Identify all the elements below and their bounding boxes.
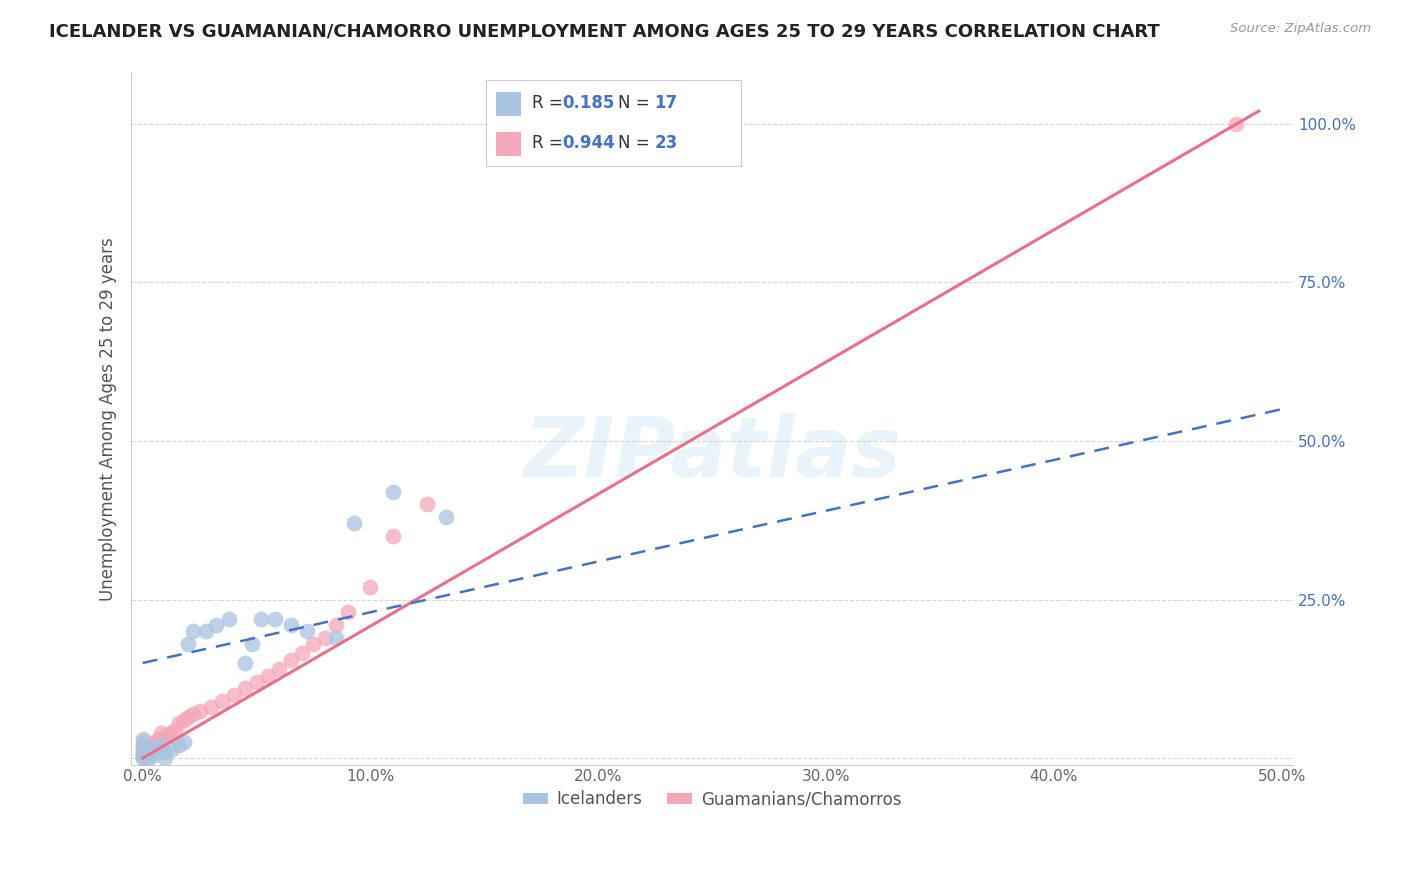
Point xyxy=(148,732,170,747)
Point xyxy=(222,688,245,702)
Point xyxy=(167,716,190,731)
Point xyxy=(138,745,160,759)
Point xyxy=(291,647,314,661)
Point xyxy=(131,751,153,765)
Point xyxy=(162,741,184,756)
Point xyxy=(416,497,439,511)
Point xyxy=(155,751,177,765)
Point xyxy=(195,624,218,639)
Point xyxy=(343,516,366,531)
Point xyxy=(302,637,325,651)
Point xyxy=(211,694,233,708)
Point xyxy=(325,631,347,645)
Point xyxy=(177,710,200,724)
Point xyxy=(177,637,200,651)
Y-axis label: Unemployment Among Ages 25 to 29 years: Unemployment Among Ages 25 to 29 years xyxy=(100,237,117,600)
Point xyxy=(131,747,153,762)
Point xyxy=(280,653,302,667)
Point xyxy=(138,751,160,765)
Point xyxy=(280,618,302,632)
Point xyxy=(143,741,166,756)
Point xyxy=(269,662,291,676)
Legend: Icelanders, Guamanians/Chamorros: Icelanders, Guamanians/Chamorros xyxy=(516,784,908,815)
Point xyxy=(163,723,186,737)
Point xyxy=(314,631,336,645)
Point xyxy=(131,735,153,749)
Point xyxy=(131,745,153,759)
Point xyxy=(359,580,381,594)
Point xyxy=(257,669,280,683)
Point xyxy=(149,739,172,753)
Point xyxy=(200,700,222,714)
Point xyxy=(382,484,405,499)
Point xyxy=(188,704,211,718)
Point xyxy=(263,611,285,625)
Point xyxy=(155,745,177,759)
Point xyxy=(131,741,153,756)
Point xyxy=(131,732,153,747)
Point xyxy=(233,681,256,696)
Point xyxy=(173,735,195,749)
Point xyxy=(181,706,204,721)
Point xyxy=(143,747,166,762)
Text: ZIPatlas: ZIPatlas xyxy=(523,413,901,494)
Point xyxy=(173,713,195,727)
Point xyxy=(159,726,181,740)
Text: ICELANDER VS GUAMANIAN/CHAMORRO UNEMPLOYMENT AMONG AGES 25 TO 29 YEARS CORRELATI: ICELANDER VS GUAMANIAN/CHAMORRO UNEMPLOY… xyxy=(49,22,1160,40)
Point xyxy=(131,739,153,753)
Point xyxy=(131,751,153,765)
Point xyxy=(233,656,256,670)
Point xyxy=(240,637,263,651)
Point xyxy=(131,745,153,759)
Point xyxy=(245,675,267,690)
Point xyxy=(218,611,240,625)
Point xyxy=(149,726,172,740)
Point xyxy=(143,735,166,749)
Point xyxy=(382,529,405,543)
Point xyxy=(204,618,226,632)
Point xyxy=(155,729,177,743)
Text: Source: ZipAtlas.com: Source: ZipAtlas.com xyxy=(1230,22,1371,36)
Point xyxy=(434,510,457,524)
Point xyxy=(181,624,204,639)
Point xyxy=(1225,117,1247,131)
Point xyxy=(136,747,159,762)
Point xyxy=(295,624,318,639)
Point xyxy=(143,739,166,753)
Point xyxy=(167,739,190,753)
Point xyxy=(138,745,160,759)
Point xyxy=(336,605,359,619)
Point xyxy=(250,611,273,625)
Point xyxy=(131,747,153,762)
Point xyxy=(325,618,347,632)
Point xyxy=(131,739,153,753)
